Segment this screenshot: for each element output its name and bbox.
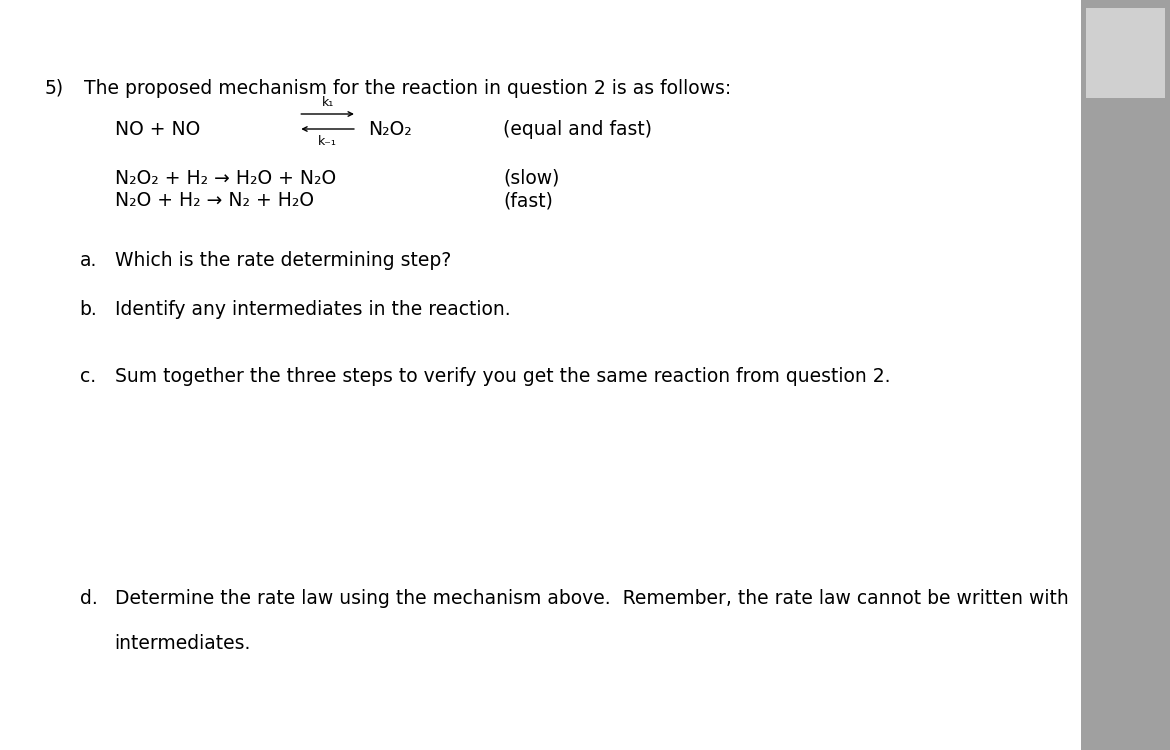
Text: c.: c. (80, 368, 96, 386)
Text: intermediates.: intermediates. (115, 634, 252, 652)
Text: d.: d. (80, 589, 97, 608)
Text: N₂O₂ + H₂ → H₂O + N₂O: N₂O₂ + H₂ → H₂O + N₂O (115, 169, 336, 188)
Text: The proposed mechanism for the reaction in question 2 is as follows:: The proposed mechanism for the reaction … (84, 79, 731, 98)
Text: Identify any intermediates in the reaction.: Identify any intermediates in the reacti… (115, 300, 510, 319)
Text: (slow): (slow) (503, 169, 559, 188)
Text: N₂O + H₂ → N₂ + H₂O: N₂O + H₂ → N₂ + H₂O (115, 191, 314, 210)
Text: (equal and fast): (equal and fast) (503, 120, 652, 139)
Text: (fast): (fast) (503, 191, 553, 210)
Text: N₂O₂: N₂O₂ (369, 120, 412, 139)
Text: Determine the rate law using the mechanism above.  Remember, the rate law cannot: Determine the rate law using the mechani… (115, 589, 1068, 608)
Text: b.: b. (80, 300, 97, 319)
Text: NO + NO: NO + NO (115, 120, 200, 139)
Text: 5): 5) (44, 79, 63, 98)
Text: a.: a. (80, 251, 97, 270)
Text: Which is the rate determining step?: Which is the rate determining step? (115, 251, 450, 270)
Text: k₁: k₁ (322, 96, 333, 109)
Text: k₋₁: k₋₁ (318, 135, 337, 148)
Text: Sum together the three steps to verify you get the same reaction from question 2: Sum together the three steps to verify y… (115, 368, 890, 386)
